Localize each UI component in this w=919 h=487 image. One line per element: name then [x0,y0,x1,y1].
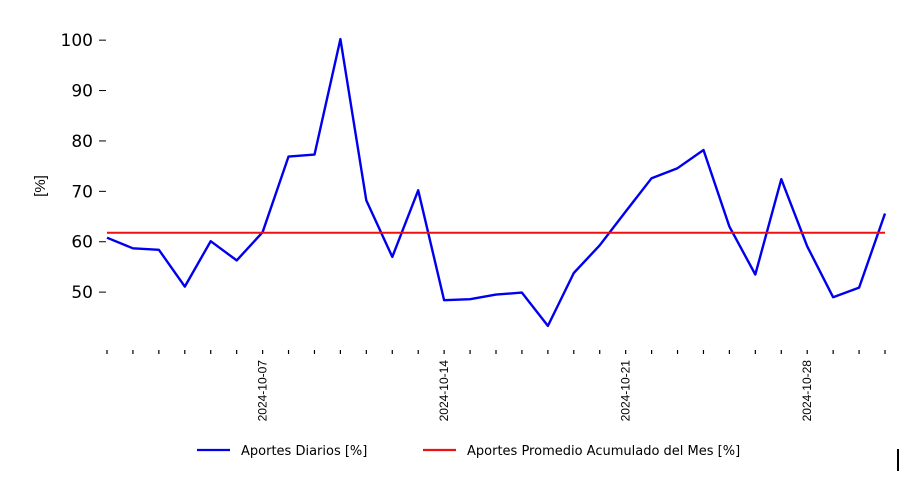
legend: Aportes Diarios [%] Aportes Promedio Acu… [197,444,740,459]
x-axis: 2024-10-07 2024-10-14 2024-10-21 2024-10-28 [106,350,886,422]
edge-marker [897,449,899,471]
x-tick-label: 2024-10-28 [800,360,814,422]
x-tick-label: 2024-10-07 [256,360,270,422]
y-tick-label: 50 [71,283,93,303]
legend-label-average: Aportes Promedio Acumulado del Mes [%] [467,444,740,459]
legend-label-daily: Aportes Diarios [%] [241,444,367,459]
y-tick-label: 60 [71,233,93,253]
plot-area [106,37,887,328]
x-tick-label: 2024-10-14 [437,360,451,422]
x-tick-label: 2024-10-21 [619,360,633,422]
y-tick-label: 70 [71,182,93,202]
y-axis: 50 60 70 80 90 100 [61,31,106,303]
series-line-daily [106,37,887,328]
y-tick-label: 100 [61,31,93,51]
y-axis-label: [%] [32,175,49,197]
y-tick-label: 80 [71,132,93,152]
y-tick-label: 90 [71,82,93,102]
